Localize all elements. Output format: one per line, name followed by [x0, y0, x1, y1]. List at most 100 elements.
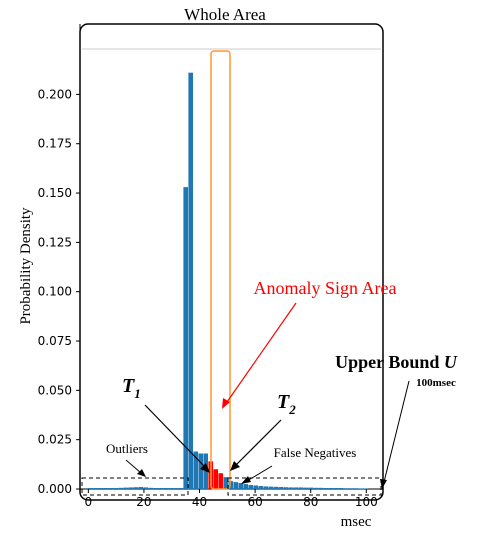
- histogram-bar-11: [143, 487, 148, 489]
- histogram-bar-40: [288, 487, 294, 489]
- histogram-bar-14: [158, 488, 163, 489]
- histogram-bar-27: [223, 477, 229, 489]
- histogram-bar-9: [133, 487, 138, 489]
- histogram-bar-31: [243, 484, 249, 489]
- t1-arrow-head: [200, 463, 210, 473]
- x-tick-label: 40: [192, 495, 207, 509]
- histogram-bar-5: [113, 488, 118, 489]
- upper-bound-value: 100msec: [416, 377, 456, 389]
- histogram-bar-10: [138, 487, 143, 489]
- histogram-bar-0: [88, 488, 93, 489]
- y-tick-label: 0.025: [38, 433, 72, 447]
- histogram-bar-21: [193, 451, 199, 489]
- anomaly-arrow-head: [222, 398, 230, 409]
- x-tick-label: 80: [303, 495, 318, 509]
- t2-label-subscript: 2: [288, 402, 296, 417]
- y-tick-label: 0.050: [38, 383, 72, 397]
- histogram-bar-34: [258, 486, 264, 489]
- t1-arrow-line: [144, 404, 205, 467]
- histogram-bar-45: [313, 487, 319, 489]
- outliers-arrow-line: [125, 459, 142, 474]
- histogram-bar-12: [148, 487, 153, 489]
- x-ticks: 0 20 40 60 80 100: [85, 489, 378, 509]
- false-negatives-arrow-head: [241, 476, 251, 484]
- histogram-bar-17: [173, 488, 178, 489]
- histogram-bar-33: [253, 485, 259, 489]
- x-tick-label: 100: [355, 495, 378, 509]
- histogram-bar-18: [178, 488, 184, 489]
- histogram-bar-50: [338, 488, 344, 489]
- upper-bound-label: Upper Bound U: [335, 352, 458, 372]
- false-negatives-arrow-line: [246, 465, 273, 482]
- histogram-bar-49: [333, 488, 339, 489]
- histogram-bar-47: [323, 488, 329, 489]
- histogram-bar-13: [153, 488, 158, 489]
- histogram-bar-36: [268, 486, 274, 489]
- y-tick-label: 0.000: [38, 482, 72, 496]
- x-tick-label: 20: [136, 495, 151, 509]
- histogram-bar-2: [98, 488, 103, 489]
- histogram-bar-8: [128, 487, 133, 489]
- histogram-bar-39: [283, 487, 289, 489]
- outliers-high-box: [227, 477, 382, 496]
- whole-area-frame: [79, 23, 384, 501]
- histogram-bar-53: [353, 488, 359, 489]
- false-negatives-label: False Negatives: [274, 445, 357, 460]
- y-axis-label: Probability Density: [18, 207, 34, 325]
- histogram-bar-54: [358, 488, 364, 489]
- y-tick-label: 0.125: [38, 235, 72, 249]
- histogram-bar-16: [168, 488, 173, 489]
- histogram-bar-46: [318, 487, 324, 489]
- histogram-bar-55: [363, 488, 369, 489]
- t1-label: T1: [122, 375, 141, 401]
- histogram-bar-44: [308, 487, 314, 489]
- histogram-bar-3: [103, 488, 108, 489]
- histogram-bar-48: [328, 488, 334, 489]
- y-tick-label: 0.175: [38, 137, 72, 151]
- upper-bound-variable: U: [444, 352, 458, 372]
- histogram-bar-42: [298, 487, 304, 489]
- upper-bound-arrow-head: [380, 479, 387, 489]
- histogram-bar-7: [123, 487, 128, 489]
- anomaly-arrow-line: [226, 302, 297, 403]
- x-tick-label: 60: [247, 495, 262, 509]
- histogram-bar-37: [273, 486, 279, 489]
- histogram-bar-4: [108, 488, 113, 489]
- upper-bound-text: Upper Bound: [335, 352, 444, 372]
- histogram-bar-41: [293, 487, 299, 489]
- histogram-bar-52: [348, 488, 354, 489]
- t1-label-main: T: [122, 375, 135, 397]
- anomaly-bar-26: [218, 473, 224, 489]
- histogram-bar-32: [248, 485, 254, 489]
- x-axis-label: msec: [341, 514, 372, 530]
- t2-label-main: T: [277, 391, 290, 413]
- anomaly-sign-area-label: Anomaly Sign Area: [254, 278, 397, 298]
- histogram-bar-20: [188, 72, 194, 490]
- y-tick-label: 0.150: [38, 186, 72, 200]
- t2-arrow-head: [230, 461, 240, 471]
- histogram-bar-1: [93, 488, 98, 489]
- histogram-bar-22: [198, 453, 204, 489]
- y-tick-label: 0.075: [38, 334, 72, 348]
- histogram-bar-19: [183, 187, 189, 489]
- t1-label-subscript: 1: [134, 386, 141, 401]
- outliers-low-box: [81, 477, 189, 496]
- anomaly-sign-area-box: [210, 50, 231, 490]
- outliers-arrow-head: [137, 469, 146, 477]
- t2-arrow-line: [235, 419, 282, 466]
- x-tick-label: 0: [85, 495, 93, 509]
- histogram-bar-35: [263, 486, 269, 489]
- upper-bound-arrow-line: [383, 380, 410, 483]
- chart-title: Whole Area: [184, 5, 266, 24]
- histogram-bar-43: [303, 487, 309, 489]
- histogram-bar-38: [278, 487, 284, 489]
- histogram-bar-29: [233, 482, 239, 489]
- histogram-bar-15: [163, 488, 168, 489]
- histogram-bar-30: [238, 483, 244, 489]
- histogram-bar-6: [118, 487, 123, 489]
- y-tick-label: 0.100: [38, 285, 72, 299]
- y-ticks: 0.000 0.025 0.050 0.075 0.100 0.125 0.150 0.175…: [38, 87, 80, 496]
- y-tick-label: 0.200: [38, 87, 72, 101]
